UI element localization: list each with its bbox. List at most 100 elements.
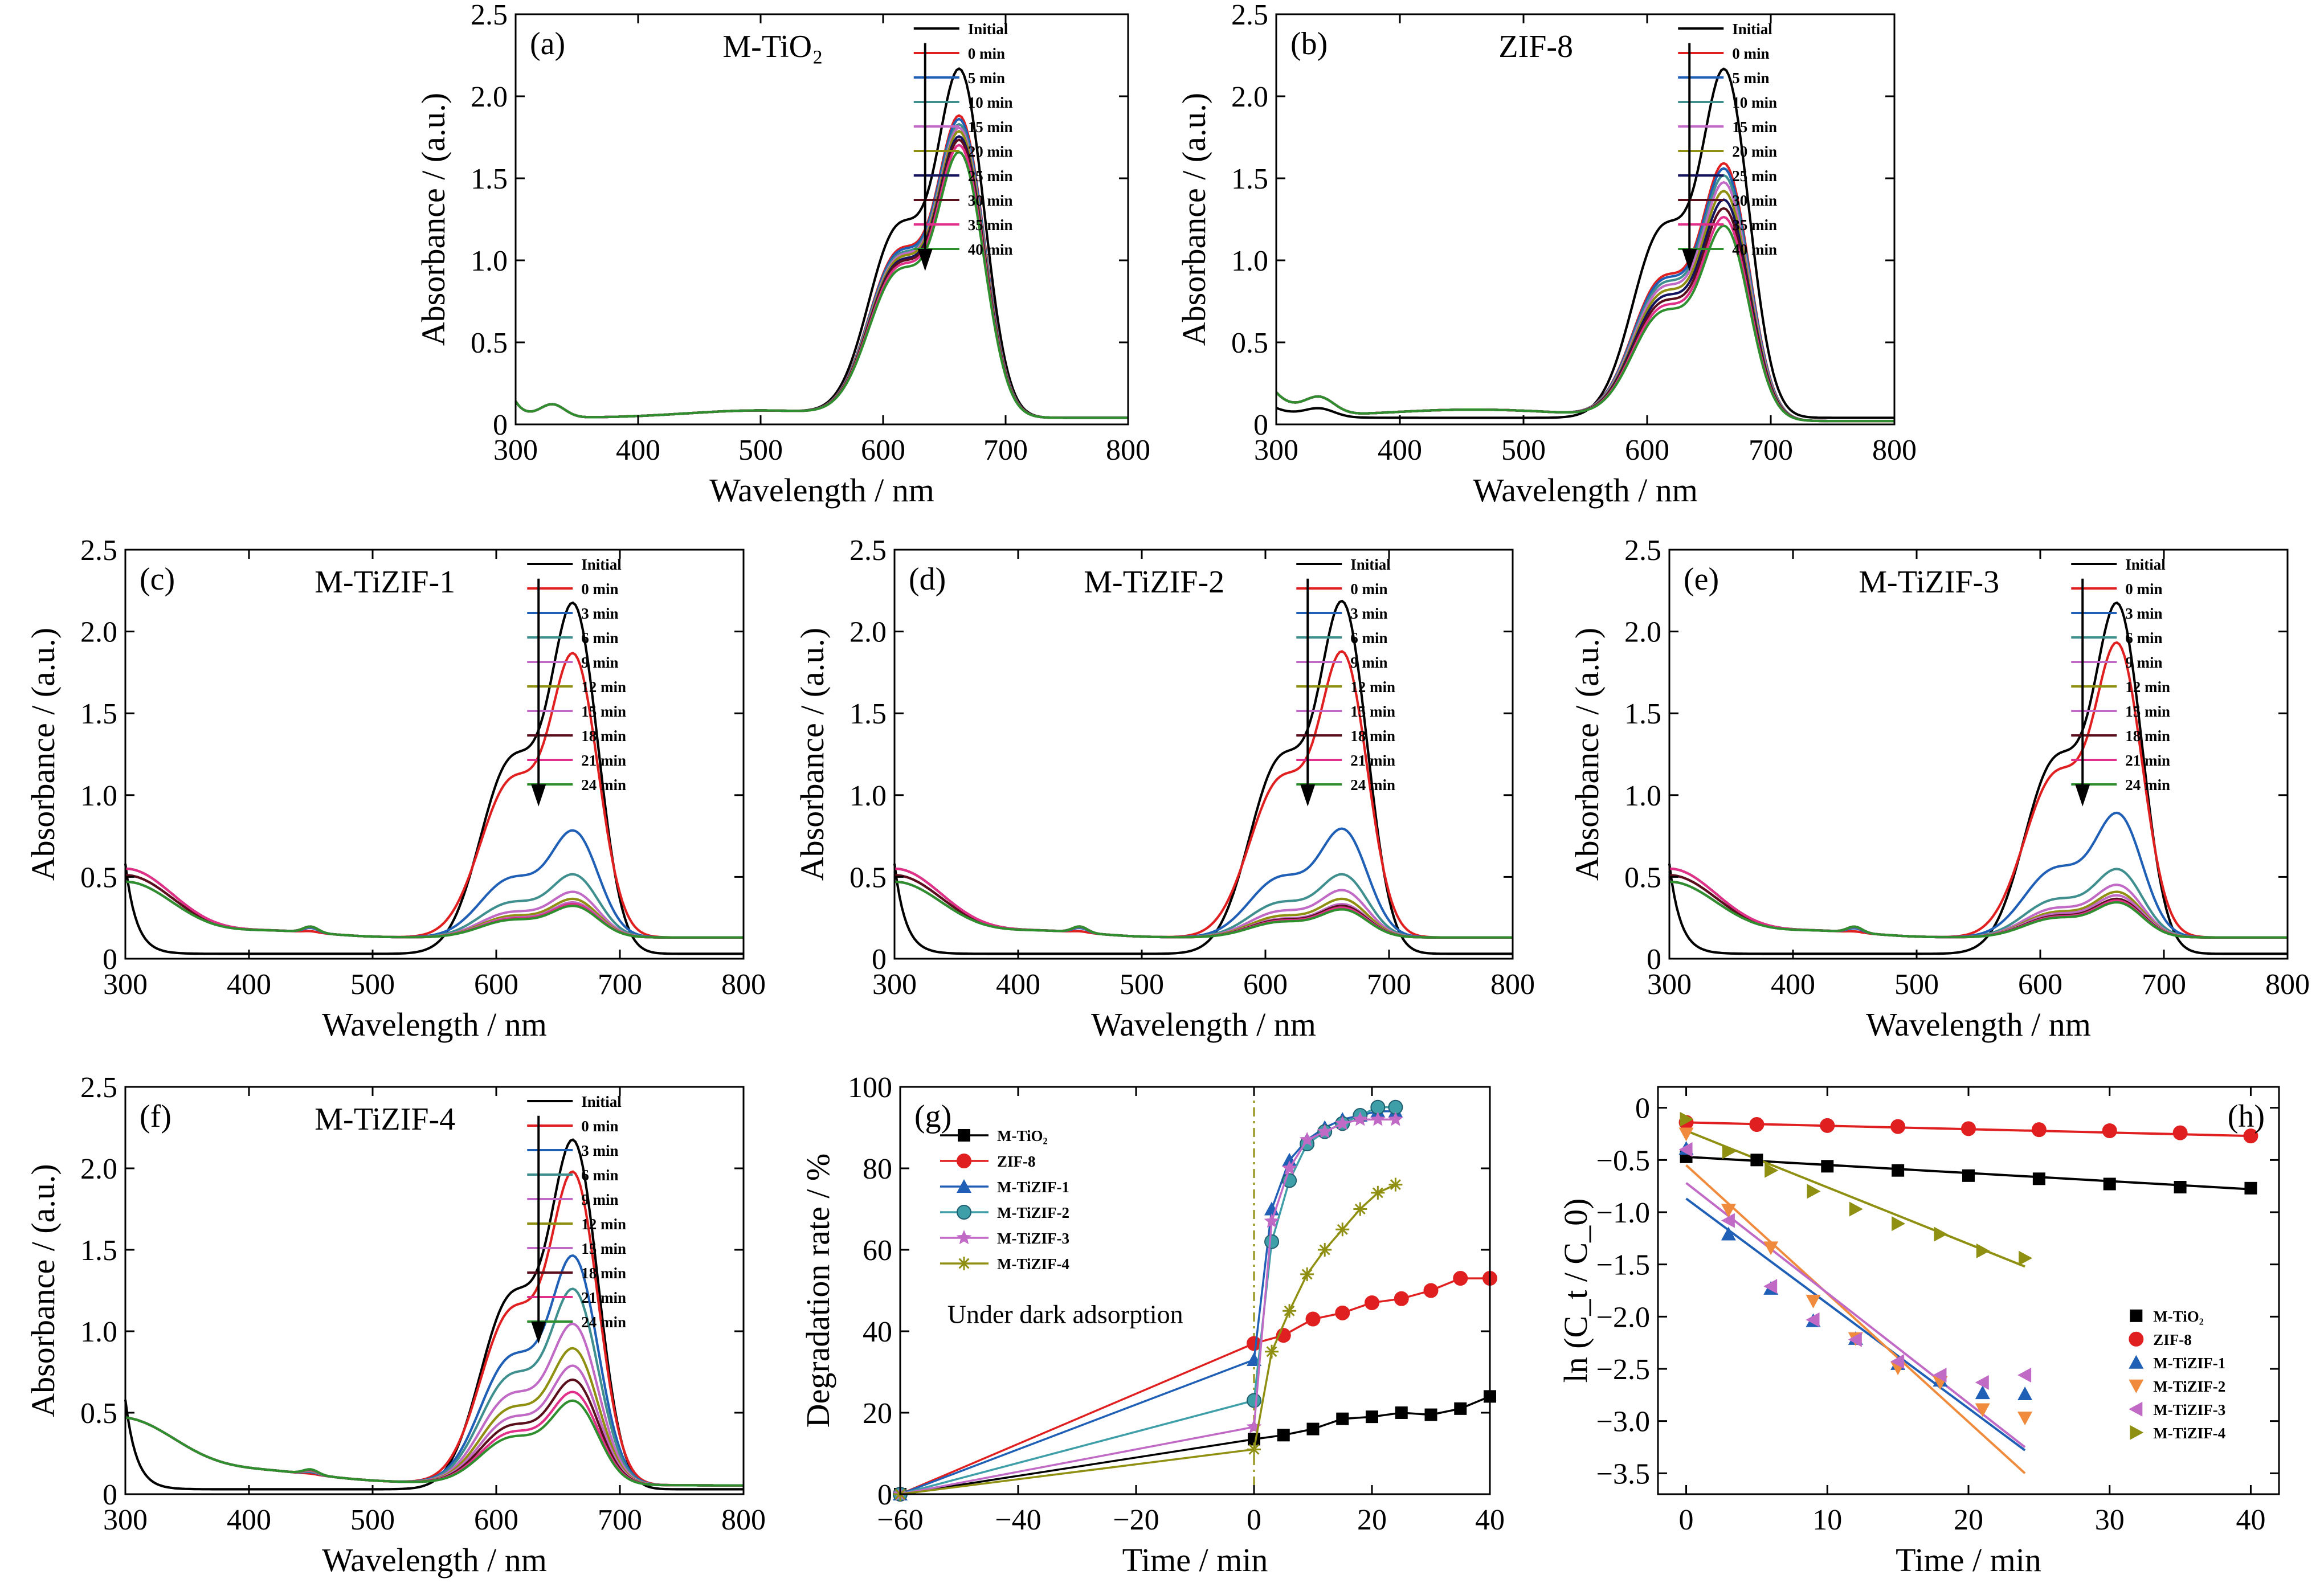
panel-h: 0 10 20 30 40 0 −0.5 −1.0 −1.5 −2.0 −2.5 −3.0 −3.5 Ti… xyxy=(1557,1086,2280,1578)
series-line-a-4 xyxy=(514,126,1128,419)
series-line-d-7 xyxy=(894,874,1513,939)
x-tick-label: 300 xyxy=(103,968,148,1001)
legend-marker xyxy=(2129,1379,2144,1393)
plot-frame xyxy=(514,13,1129,426)
x-axis-label: Wavelength / nm xyxy=(709,472,934,509)
y-tick-label: −1.5 xyxy=(1596,1249,1650,1282)
x-tick-label: 500 xyxy=(738,434,783,467)
legend-marker xyxy=(958,1129,970,1142)
data-point-h xyxy=(1892,1164,1905,1177)
y-tick-label: 2.0 xyxy=(1624,616,1661,649)
data-point-g xyxy=(1353,1202,1367,1216)
arrow-head xyxy=(531,1322,546,1344)
x-tick-label: 500 xyxy=(350,968,395,1001)
data-point-g xyxy=(1366,1410,1378,1424)
legend-label: 6 min xyxy=(581,629,618,647)
x-axis-label: Time / min xyxy=(1122,1541,1268,1578)
series-line-a-5 xyxy=(514,129,1128,419)
series-line-c-8 xyxy=(125,867,744,939)
data-point-g xyxy=(1318,1243,1332,1257)
data-point-h xyxy=(1721,1226,1736,1241)
data-point-g xyxy=(1265,1344,1279,1359)
data-point-g xyxy=(1264,1213,1280,1228)
y-tick-label: 0 xyxy=(872,943,887,976)
data-point-g xyxy=(1453,1271,1468,1286)
y-tick-label: 0 xyxy=(877,1479,892,1511)
data-point-h xyxy=(2017,1412,2033,1426)
legend-label: 30 min xyxy=(1732,192,1777,209)
x-tick-label: 30 xyxy=(2095,1504,2125,1536)
data-point-g xyxy=(1283,1304,1297,1318)
series-line-e-8 xyxy=(1669,867,2288,939)
x-tick-label: 600 xyxy=(474,1504,518,1536)
legend-label: Initial xyxy=(1350,556,1391,573)
y-tick-label: 2.5 xyxy=(1231,0,1268,31)
data-point-h xyxy=(1976,1243,1990,1258)
legend-label: 9 min xyxy=(1350,654,1387,671)
legend-label: M-TiO₂ xyxy=(2153,1308,2204,1325)
panel-label: (g) xyxy=(914,1099,951,1134)
x-tick-label: 0 xyxy=(1679,1504,1694,1536)
data-point-h xyxy=(2017,1368,2032,1383)
legend-marker xyxy=(957,1257,971,1270)
legend-label: M-TiZIF-2 xyxy=(2153,1378,2225,1395)
data-point-g xyxy=(1388,1111,1403,1126)
x-tick-label: 800 xyxy=(721,968,766,1001)
legend-label: 25 min xyxy=(968,167,1013,185)
x-tick-label: 0 xyxy=(1247,1504,1261,1536)
data-point-g xyxy=(1247,1393,1261,1408)
series-line-a-7 xyxy=(514,138,1128,419)
legend-marker xyxy=(2129,1401,2143,1417)
series-line-g-5 xyxy=(900,1184,1396,1495)
legend-label: 15 min xyxy=(1732,118,1777,136)
data-point-h xyxy=(1678,1127,1694,1142)
legend-label: 6 min xyxy=(581,1167,618,1184)
panel-label: (h) xyxy=(2228,1099,2265,1134)
y-tick-label: −1.0 xyxy=(1596,1197,1650,1229)
series-line-c-0 xyxy=(124,601,744,955)
panel-label: (a) xyxy=(530,26,565,62)
x-tick-label: −40 xyxy=(995,1504,1041,1536)
y-axis-label: Absorbance / (a.u.) xyxy=(24,628,62,881)
y-tick-label: 1.0 xyxy=(80,780,117,812)
series-line-c-3 xyxy=(125,873,744,939)
legend-label: 20 min xyxy=(968,143,1013,160)
legend-label: 24 min xyxy=(2125,776,2170,794)
series-line-e-5 xyxy=(1669,867,2288,939)
legend-label: 0 min xyxy=(1350,580,1387,598)
x-axis-label: Time / min xyxy=(1896,1541,2041,1578)
legend-marker xyxy=(2130,1425,2144,1440)
x-tick-label: 600 xyxy=(861,434,905,467)
series-line-d-2 xyxy=(894,827,1513,939)
series-line-g-0 xyxy=(900,1395,1490,1495)
legend-label: 40 min xyxy=(968,241,1013,258)
series-line-b-9 xyxy=(1275,224,1894,423)
legend-label: 0 min xyxy=(581,580,618,598)
legend-label: M-TiZIF-1 xyxy=(997,1179,1069,1196)
y-tick-label: −3.5 xyxy=(1596,1458,1650,1490)
y-tick-label: 1.5 xyxy=(1624,698,1661,730)
x-tick-label: 600 xyxy=(2018,968,2062,1001)
data-point-g xyxy=(1336,1412,1349,1425)
y-tick-label: 1.5 xyxy=(80,698,117,730)
series-line-b-7 xyxy=(1275,207,1894,423)
legend-marker xyxy=(957,1179,971,1193)
legend-label: 18 min xyxy=(581,1265,626,1282)
series-line-c-9 xyxy=(125,880,744,939)
legend-label: 12 min xyxy=(581,678,626,696)
y-tick-label: −2.5 xyxy=(1596,1353,1650,1386)
panel-label: (f) xyxy=(140,1099,171,1134)
x-tick-label: 600 xyxy=(1243,968,1288,1001)
legend-label: 3 min xyxy=(1350,605,1387,622)
series-line-b-8 xyxy=(1275,215,1894,423)
data-point-h xyxy=(1807,1184,1821,1199)
annotation-text: Under dark adsorption xyxy=(947,1300,1183,1329)
panel-label: (e) xyxy=(1684,562,1719,597)
series-line-e-4 xyxy=(1669,874,2288,939)
plot-frame xyxy=(1668,549,2289,960)
legend-label: Initial xyxy=(968,21,1008,38)
legend-label: 9 min xyxy=(581,654,618,671)
data-point-h xyxy=(2102,1123,2117,1138)
y-tick-label: 0 xyxy=(103,1479,117,1511)
data-point-g xyxy=(1335,1305,1350,1320)
